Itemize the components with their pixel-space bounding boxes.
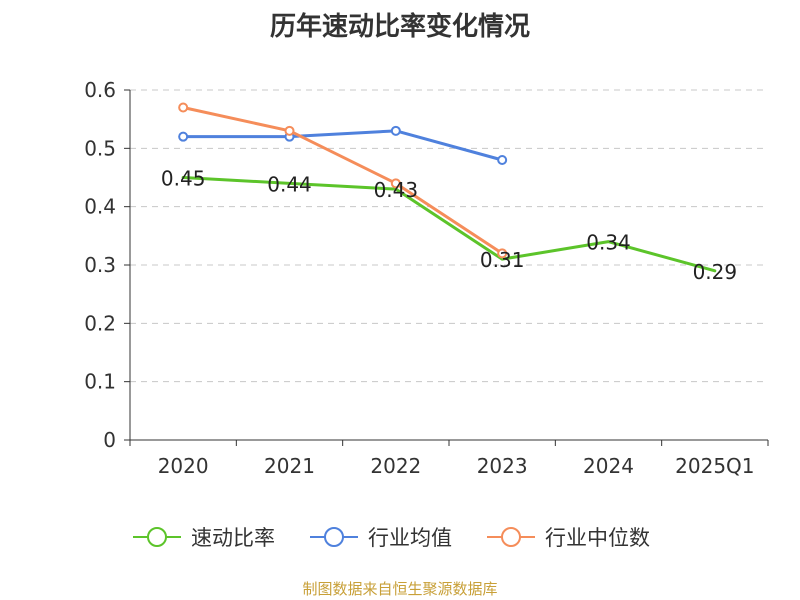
series-point — [178, 131, 189, 142]
x-tick-label: 2022 — [370, 454, 421, 478]
y-tick-label: 0.4 — [84, 195, 116, 219]
x-tick-label: 2024 — [583, 454, 634, 478]
y-tick-label: 0.6 — [84, 78, 116, 102]
series-line-2 — [181, 129, 504, 162]
legend[interactable]: 速动比率 行业均值 行业中位数 — [133, 526, 650, 550]
series-lines — [178, 102, 717, 273]
series-point — [497, 155, 508, 165]
data-label: 0.34 — [586, 231, 631, 255]
x-tick-label: 2025Q1 — [675, 454, 754, 478]
data-label: 0.44 — [267, 172, 312, 196]
series-point — [284, 125, 295, 136]
y-tick-label: 0 — [103, 428, 116, 452]
chart-title: 历年速动比率变化情况 — [269, 12, 530, 42]
x-tick-label: 2020 — [158, 454, 209, 478]
legend-item[interactable]: 速动比率 — [133, 526, 275, 550]
legend-marker — [324, 527, 344, 547]
legend-item[interactable]: 行业中位数 — [487, 526, 650, 550]
series-line-1 — [181, 176, 717, 273]
series-point — [390, 125, 401, 136]
series-line-3 — [181, 106, 504, 255]
source-note: 制图数据来自恒生聚源数据库 — [302, 580, 498, 598]
grid-lines — [130, 89, 768, 383]
legend-label: 行业均值 — [368, 526, 452, 550]
series-point — [178, 102, 189, 113]
legend-item[interactable]: 行业均值 — [310, 526, 452, 550]
axes: 0 0.1 0.2 0.3 0.4 0.5 0.6 2020 2021 2022 2023 2024 2… — [84, 78, 769, 478]
series-point — [497, 248, 508, 259]
x-tick-label: 2023 — [477, 454, 528, 478]
x-tick-label: 2021 — [264, 454, 315, 478]
legend-label: 速动比率 — [191, 526, 275, 550]
data-labels: 0.45 0.44 0.43 0.31 0.34 0.29 — [161, 167, 737, 284]
legend-label: 行业中位数 — [545, 526, 650, 550]
legend-marker — [501, 527, 521, 547]
data-label: 0.29 — [693, 260, 738, 284]
y-tick-label: 0.3 — [84, 253, 116, 277]
legend-marker — [147, 527, 167, 547]
series-point — [390, 178, 401, 189]
y-tick-label: 0.5 — [84, 136, 116, 160]
data-label: 0.43 — [374, 178, 419, 202]
y-tick-label: 0.2 — [84, 311, 116, 335]
data-label: 0.45 — [161, 167, 206, 191]
data-label: 0.31 — [480, 248, 525, 272]
y-tick-label: 0.1 — [84, 370, 116, 394]
